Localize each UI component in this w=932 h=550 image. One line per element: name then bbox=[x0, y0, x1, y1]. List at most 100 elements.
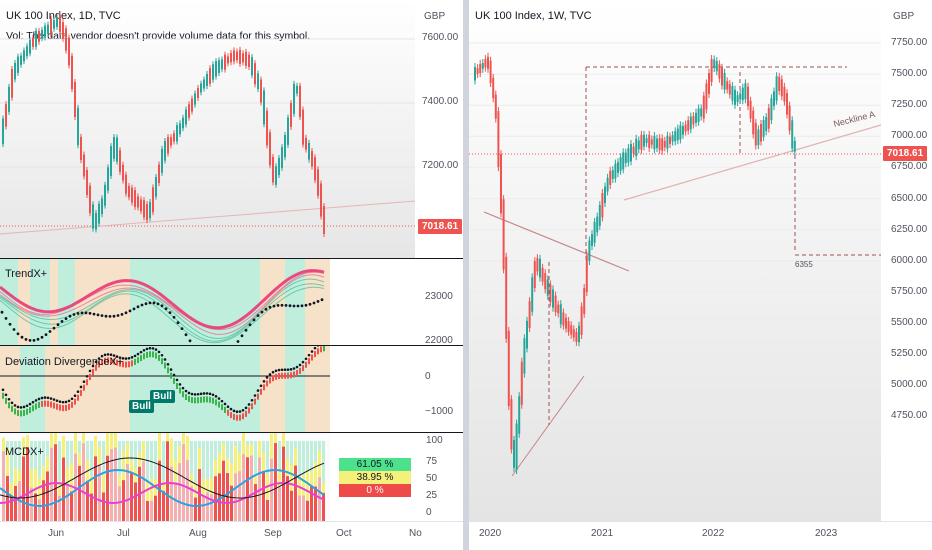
dev-bar bbox=[224, 406, 226, 413]
mcdx-bar-yellow bbox=[302, 475, 305, 496]
candle bbox=[643, 134, 645, 147]
candle bbox=[113, 137, 115, 159]
dev-dot bbox=[292, 367, 296, 370]
candle bbox=[526, 320, 528, 349]
candle bbox=[476, 68, 479, 74]
dev-bar bbox=[104, 357, 106, 364]
candle bbox=[323, 206, 325, 234]
mcdx-bar-yellow bbox=[282, 433, 285, 447]
pane-divider[interactable] bbox=[0, 345, 463, 346]
candle bbox=[575, 332, 578, 342]
candle bbox=[739, 93, 742, 100]
dev-dot bbox=[307, 353, 311, 357]
mcdx-bar-red bbox=[62, 457, 65, 521]
dev-dot bbox=[160, 353, 164, 357]
dev-bar bbox=[11, 405, 13, 412]
candle bbox=[674, 131, 677, 142]
trend-dot bbox=[296, 304, 300, 308]
dev-dot bbox=[37, 397, 41, 401]
candle bbox=[146, 204, 148, 221]
mcdx-bar-yellow bbox=[130, 460, 133, 474]
candle bbox=[200, 83, 202, 93]
candle bbox=[708, 73, 710, 94]
right-chart-panel[interactable]: UK 100 Index, 1W, TVC Neckline A 6355 GB… bbox=[469, 0, 932, 550]
candle bbox=[320, 183, 322, 217]
dev-dot bbox=[133, 354, 137, 358]
left-current-price-tag: 7018.61 bbox=[418, 219, 463, 234]
candle bbox=[624, 152, 627, 164]
candle bbox=[206, 73, 208, 87]
dev-bar bbox=[206, 396, 208, 403]
trend-dot bbox=[276, 304, 280, 307]
mcdx-bar-red bbox=[10, 495, 13, 521]
pane-divider[interactable] bbox=[0, 258, 463, 259]
candle bbox=[702, 95, 705, 119]
candle bbox=[687, 120, 690, 131]
dev-bar bbox=[110, 357, 112, 364]
candle bbox=[77, 107, 79, 146]
trend-dot bbox=[56, 323, 60, 327]
mcdx-bar-red bbox=[182, 444, 185, 521]
dev-dot bbox=[34, 399, 38, 402]
candle bbox=[191, 98, 193, 112]
candle bbox=[578, 325, 580, 343]
candle bbox=[209, 68, 211, 84]
dev-bar bbox=[83, 384, 85, 391]
left-chart-panel[interactable]: UK 100 Index, 1D, TVC Vol: The data vend… bbox=[0, 0, 463, 550]
dev-dot bbox=[55, 399, 59, 402]
candle bbox=[671, 135, 674, 142]
dev-bar bbox=[77, 394, 79, 401]
mcdx-bar-yellow bbox=[30, 469, 33, 488]
candle bbox=[203, 79, 205, 89]
mcdx-bar-red bbox=[26, 446, 29, 521]
candle bbox=[669, 136, 671, 144]
dev-bar bbox=[50, 401, 52, 408]
candle bbox=[767, 107, 770, 129]
candle bbox=[604, 186, 606, 203]
candle bbox=[86, 169, 88, 196]
deviation-indicator bbox=[0, 346, 330, 432]
mcdx-bar-yellow bbox=[218, 453, 221, 474]
pane-divider[interactable] bbox=[0, 432, 463, 433]
trend-dot bbox=[48, 330, 52, 333]
candle bbox=[68, 37, 70, 66]
candle bbox=[173, 133, 175, 142]
mcdx-bar-yellow bbox=[110, 433, 113, 450]
right-price-tick: 5000.00 bbox=[891, 379, 928, 390]
dev-bar bbox=[194, 397, 196, 404]
mcdx-bar-red bbox=[6, 475, 9, 521]
mcdx-bar-red bbox=[130, 473, 133, 521]
mcdx-bar-yellow bbox=[234, 446, 237, 474]
candle bbox=[617, 162, 619, 173]
mcdx-bar-yellow bbox=[38, 478, 41, 500]
dev-bar bbox=[167, 367, 169, 374]
candle bbox=[523, 338, 526, 374]
trend-dot bbox=[96, 313, 100, 317]
candle bbox=[143, 200, 145, 218]
trend-dot bbox=[124, 311, 128, 315]
candle bbox=[705, 83, 708, 110]
mcdx-line-magenta bbox=[0, 481, 325, 505]
dev-dot bbox=[22, 405, 26, 409]
dev-bar bbox=[41, 400, 43, 407]
right-x-axis[interactable] bbox=[469, 521, 932, 550]
candle bbox=[236, 51, 238, 61]
right-price-tick: 7500.00 bbox=[891, 68, 928, 79]
candle bbox=[11, 68, 13, 98]
dev-dot bbox=[235, 410, 239, 414]
candle bbox=[44, 25, 46, 38]
trend-dot bbox=[260, 310, 264, 314]
left-x-axis[interactable] bbox=[0, 521, 463, 550]
mcdx-bar-red bbox=[194, 497, 197, 521]
dev-dot bbox=[136, 352, 140, 356]
dev-band bbox=[130, 346, 260, 432]
trend-dot bbox=[80, 311, 84, 315]
trend-dot bbox=[156, 302, 160, 306]
dev-dot bbox=[52, 398, 56, 401]
candle bbox=[164, 140, 166, 161]
candle bbox=[98, 203, 100, 224]
mcdx-bar-yellow bbox=[54, 433, 57, 445]
candle bbox=[38, 30, 40, 42]
dev-bar bbox=[74, 398, 76, 405]
trend-dot bbox=[312, 301, 316, 305]
